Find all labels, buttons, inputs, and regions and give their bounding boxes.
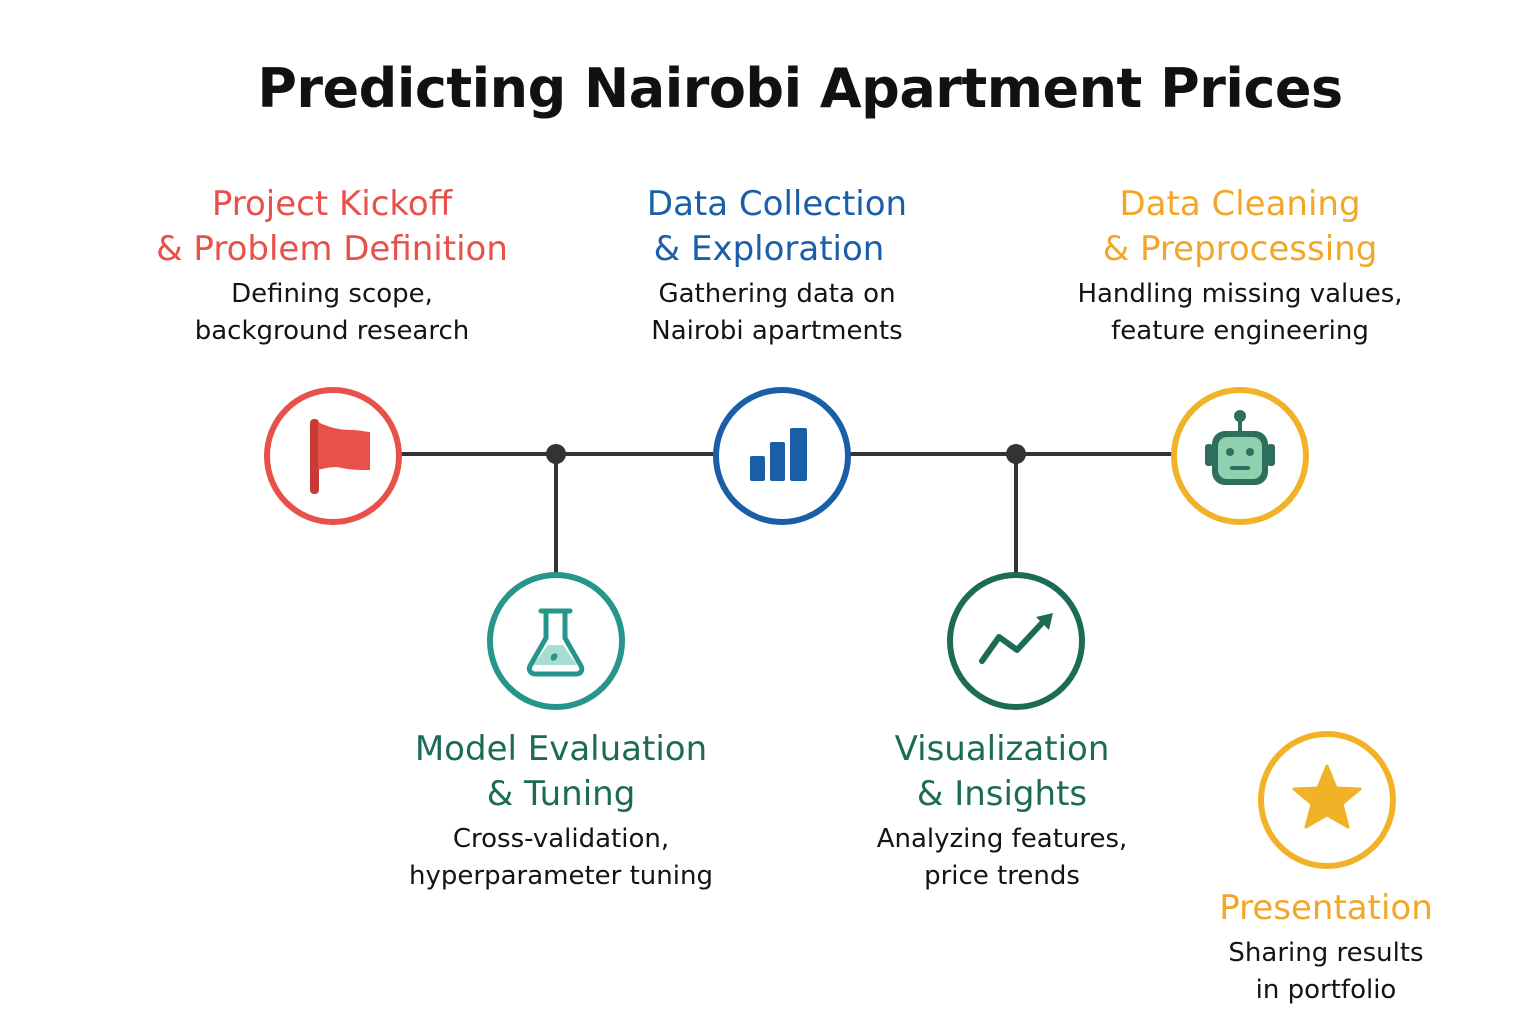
step-node-project-kickoff	[264, 387, 402, 525]
step-title: Visualization	[894, 729, 1110, 769]
step-text-presentation: Presentation Sharing results in portfoli…	[1126, 886, 1526, 1009]
step-node-presentation	[1258, 731, 1396, 869]
step-description: Sharing results	[1228, 938, 1424, 968]
step-description: Nairobi apartments	[651, 316, 903, 346]
trend-up-icon	[979, 613, 1053, 664]
step-title: & Preprocessing	[1102, 229, 1378, 269]
step-text-data-collection: Data Collection & Exploration Gathering …	[567, 182, 987, 350]
step-description: background research	[194, 316, 470, 346]
step-title: & Tuning	[486, 774, 636, 814]
step-title: & Problem Definition	[156, 229, 508, 269]
flag-icon	[310, 419, 370, 494]
step-description: Cross-validation,	[452, 824, 670, 854]
step-description: Defining scope,	[231, 279, 433, 309]
step-description: Analyzing features,	[876, 824, 1128, 854]
step-node-model-evaluation	[487, 572, 625, 710]
step-title: Data Collection	[646, 184, 908, 224]
step-node-data-collection	[713, 387, 851, 525]
bar-chart-icon	[750, 428, 807, 481]
step-description: feature engineering	[1111, 316, 1369, 346]
step-text-data-cleaning: Data Cleaning & Preprocessing Handling m…	[1030, 182, 1450, 350]
step-title: Project Kickoff	[211, 184, 453, 224]
flask-icon	[526, 608, 585, 677]
step-description: in portfolio	[1255, 975, 1397, 1005]
page-title: Predicting Nairobi Apartment Prices	[257, 57, 1343, 120]
step-text-model-evaluation: Model Evaluation & Tuning Cross-validati…	[351, 727, 771, 895]
step-description: Gathering data on	[658, 279, 896, 309]
step-title: & Exploration	[653, 229, 885, 269]
junction-dot-visualization	[1006, 444, 1026, 464]
step-text-visualization: Visualization & Insights Analyzing featu…	[792, 727, 1212, 895]
step-text-project-kickoff: Project Kickoff & Problem Definition Def…	[122, 182, 542, 350]
junction-dot-model-evaluation	[546, 444, 566, 464]
robot-icon	[1205, 410, 1275, 485]
step-title: & Insights	[916, 774, 1088, 814]
step-description: hyperparameter tuning	[409, 861, 713, 891]
step-title: Presentation	[1219, 888, 1433, 928]
step-node-visualization	[947, 572, 1085, 710]
step-title: Data Cleaning	[1119, 184, 1361, 224]
step-title: Model Evaluation	[414, 729, 708, 769]
step-description: Handling missing values,	[1077, 279, 1403, 309]
step-node-data-cleaning	[1171, 387, 1309, 525]
step-description: price trends	[924, 861, 1080, 891]
star-icon	[1292, 764, 1362, 829]
